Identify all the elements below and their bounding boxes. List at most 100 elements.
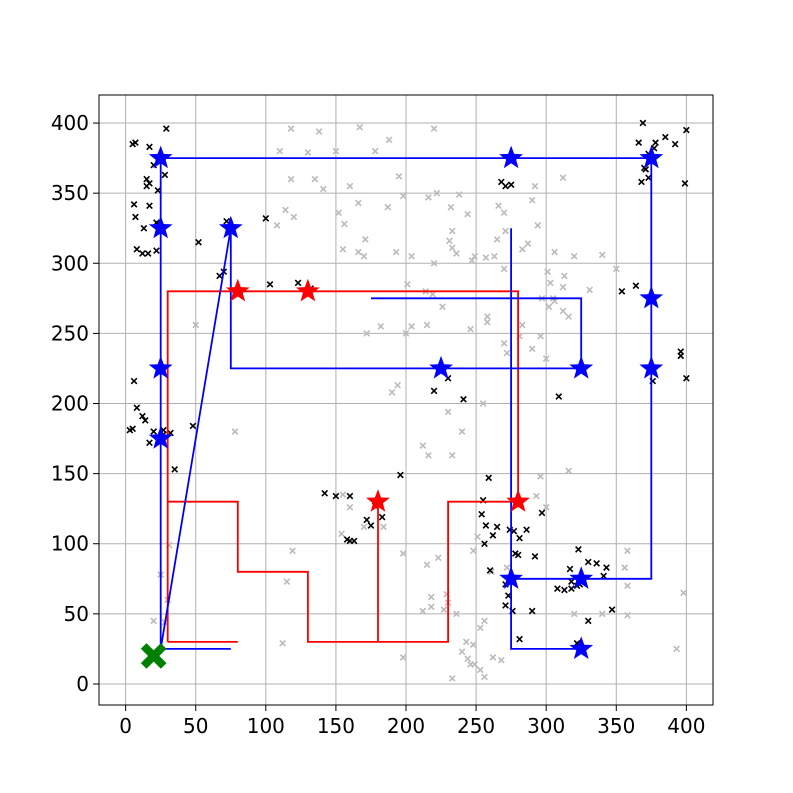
start-x-marker [140, 643, 167, 669]
grey-point [545, 303, 553, 311]
blue-star-marker [639, 285, 664, 309]
grey-point [483, 318, 491, 326]
y-tick-label: 50 [64, 602, 89, 626]
black-point [478, 510, 486, 518]
grey-point [500, 209, 508, 217]
black-point [645, 174, 652, 182]
red-star-marker [366, 489, 390, 512]
grey-point [624, 611, 631, 619]
blue-star-marker [429, 355, 453, 379]
grey-point [565, 313, 572, 320]
blue-star-marker [148, 426, 173, 449]
black-point [144, 250, 152, 257]
red-star-marker [506, 489, 530, 512]
grey-point [340, 220, 348, 228]
start-marker [140, 643, 167, 669]
black-point [502, 182, 509, 190]
black-point [510, 527, 518, 535]
black-point [481, 540, 488, 548]
black-point [682, 374, 690, 382]
black-point [133, 404, 141, 412]
grey-point [531, 182, 539, 190]
black-point [638, 178, 645, 186]
y-tick-label: 100 [51, 532, 89, 556]
grey-point [447, 203, 455, 211]
black-point [146, 143, 153, 151]
black-point [346, 492, 354, 500]
black-point [642, 165, 650, 173]
black-point [681, 179, 689, 187]
grey-point [503, 564, 511, 571]
grey-point [319, 185, 327, 193]
blue-star-marker [499, 145, 523, 169]
black-point [460, 395, 467, 403]
grey-point [503, 349, 511, 357]
grey-point [427, 593, 435, 601]
black-point [639, 119, 647, 127]
grey-point [481, 673, 488, 681]
black-point [593, 560, 601, 567]
grey-point [434, 554, 442, 562]
grey-point [471, 660, 479, 668]
grey-point [361, 236, 369, 243]
grey-point [339, 245, 347, 253]
grey-point [471, 252, 479, 260]
grey-point [612, 265, 620, 273]
black-point [363, 516, 371, 524]
grey-point [380, 523, 387, 531]
red-star-marker [225, 278, 250, 302]
x-tick-label: 400 [667, 714, 705, 738]
red-star-marker [296, 278, 320, 302]
grey-point [518, 321, 526, 329]
grey-point [423, 321, 431, 329]
grey-point [533, 492, 540, 500]
grey-point [423, 561, 431, 569]
black-point [146, 202, 153, 210]
grey-point [440, 606, 448, 614]
star-markers [148, 145, 664, 659]
black-point [493, 523, 501, 531]
x-tick-label: 350 [597, 714, 635, 738]
grey-point [315, 128, 323, 135]
x-tick-label: 50 [183, 714, 208, 738]
grey-point [311, 175, 319, 183]
black-point [332, 492, 340, 500]
black-point [139, 412, 146, 420]
grey-point [371, 147, 379, 155]
grey-point [346, 503, 354, 511]
black-point [671, 140, 679, 148]
black-point [523, 526, 530, 534]
grey-point [279, 639, 287, 647]
x-tick-label: 150 [317, 714, 355, 738]
black-point [632, 282, 640, 290]
black-point [489, 531, 497, 539]
grey-point [425, 194, 432, 201]
grey-point [448, 227, 456, 235]
black-point [485, 474, 493, 482]
grey-point [430, 259, 438, 267]
black-point [566, 565, 574, 573]
black-point [652, 139, 659, 147]
grey-point [551, 297, 558, 305]
grey-point [542, 355, 550, 362]
black-point [150, 428, 158, 435]
grey-point [518, 245, 526, 253]
y-tick-label: 150 [51, 462, 89, 486]
grey-point [192, 321, 200, 329]
grey-point [528, 345, 536, 353]
grey-point [150, 617, 158, 625]
grey-point [338, 530, 345, 538]
grey-point [433, 189, 441, 197]
grey-point [430, 125, 438, 133]
black-point [575, 545, 582, 553]
blue-star-marker [569, 355, 594, 379]
black-point [561, 586, 568, 594]
grey-point [395, 172, 403, 180]
blue-star-marker [148, 215, 173, 239]
grey-point [408, 252, 415, 260]
grey-point [559, 174, 567, 182]
grey-point [544, 268, 551, 276]
black-point [514, 551, 522, 559]
black-point [516, 635, 523, 643]
grey-point [346, 182, 354, 190]
